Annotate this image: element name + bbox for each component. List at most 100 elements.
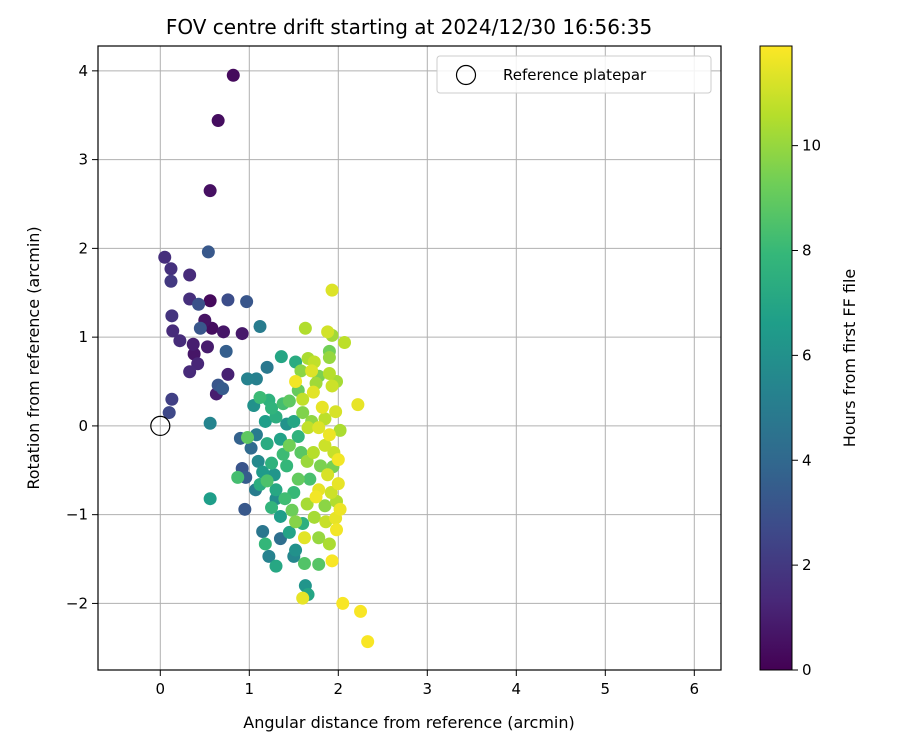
colorbar-tick-label: 4 xyxy=(802,451,812,469)
scatter-point xyxy=(315,400,329,414)
scatter-point xyxy=(309,490,323,504)
x-tick-label: 4 xyxy=(512,680,522,698)
y-tick-label: 2 xyxy=(78,239,88,257)
scatter-point xyxy=(235,327,249,341)
scatter-point xyxy=(291,430,305,444)
scatter-point xyxy=(307,510,321,524)
scatter-point xyxy=(249,372,263,386)
scatter-point xyxy=(291,472,305,486)
scatter-point xyxy=(282,525,296,539)
reference-marker-layer xyxy=(150,415,171,437)
scatter-point xyxy=(318,499,332,513)
scatter-point xyxy=(173,334,187,348)
scatter-point xyxy=(312,531,326,545)
scatter-point xyxy=(244,441,258,455)
x-tick-label: 1 xyxy=(245,680,255,698)
scatter-point xyxy=(203,294,217,308)
colorbar-tick-label: 2 xyxy=(802,556,812,574)
scatter-point xyxy=(282,438,296,452)
colorbar-gradient xyxy=(759,45,793,671)
y-tick-label: −1 xyxy=(66,506,88,524)
scatter-point xyxy=(221,293,235,307)
scatter-point xyxy=(183,268,197,282)
scatter-point xyxy=(216,382,230,396)
scatter-point xyxy=(165,392,179,406)
scatter-point xyxy=(319,515,333,529)
scatter-point xyxy=(306,385,320,399)
data-points xyxy=(158,68,375,649)
scatter-point xyxy=(330,523,344,537)
scatter-point xyxy=(303,472,317,486)
scatter-point xyxy=(312,557,326,571)
colorbar: 0 2 4 6 8 10 Hours from first FF file xyxy=(759,45,859,679)
colorbar-tick-label: 0 xyxy=(802,661,812,679)
scatter-point xyxy=(256,525,270,539)
scatter-point xyxy=(361,635,375,649)
x-tick-label: 2 xyxy=(334,680,344,698)
scatter-point xyxy=(203,492,217,506)
colorbar-tick-label: 8 xyxy=(802,242,812,260)
legend-box xyxy=(436,55,712,94)
scatter-point xyxy=(306,446,320,460)
scatter-point xyxy=(322,428,336,442)
scatter-point xyxy=(166,324,180,338)
scatter-point xyxy=(278,492,292,506)
colorbar-label: Hours from first FF file xyxy=(840,269,859,448)
scatter-point xyxy=(183,365,197,379)
scatter-point xyxy=(325,554,339,568)
scatter-point xyxy=(296,392,310,406)
chart-title: FOV centre drift starting at 2024/12/30 … xyxy=(166,15,652,39)
scatter-point xyxy=(187,347,201,361)
scatter-point xyxy=(329,405,343,419)
scatter-point xyxy=(294,364,308,378)
plot-frame xyxy=(97,45,722,671)
scatter-point xyxy=(273,509,287,523)
x-tick-label: 5 xyxy=(601,680,611,698)
scatter-point xyxy=(201,245,215,259)
scatter-point xyxy=(296,591,310,605)
scatter-point xyxy=(221,367,235,381)
scatter-point xyxy=(321,468,335,482)
scatter-point xyxy=(282,394,296,408)
colorbar-tick-label: 10 xyxy=(802,137,821,155)
scatter-point xyxy=(203,184,217,198)
x-tick-label: 6 xyxy=(690,680,700,698)
scatter-point xyxy=(260,474,274,488)
scatter-point xyxy=(240,295,254,309)
scatter-point xyxy=(164,274,178,288)
scatter-point xyxy=(325,283,339,297)
x-tick-label: 3 xyxy=(423,680,433,698)
scatter-point xyxy=(162,406,176,420)
scatter-point xyxy=(321,325,335,339)
y-tick-label: −2 xyxy=(66,594,88,612)
scatter-point xyxy=(226,68,240,82)
scatter-point xyxy=(305,364,319,378)
scatter-point xyxy=(351,398,365,412)
scatter-point xyxy=(193,321,207,335)
scatter-point xyxy=(289,375,303,389)
y-axis-ticks: −2 −1 0 1 2 3 4 xyxy=(66,62,98,612)
scatter-point xyxy=(297,556,311,570)
scatter-point xyxy=(285,503,299,517)
scatter-point xyxy=(203,416,217,430)
scatter-point xyxy=(265,401,279,415)
scatter-point xyxy=(260,437,274,451)
scatter-point xyxy=(331,453,345,467)
scatter-point xyxy=(289,543,303,557)
scatter-point xyxy=(298,321,312,335)
y-tick-label: 4 xyxy=(78,62,88,80)
scatter-point xyxy=(331,477,345,491)
legend: Reference platepar xyxy=(436,55,712,94)
scatter-point xyxy=(253,319,267,333)
scatter-point xyxy=(231,470,245,484)
scatter-point xyxy=(322,351,336,365)
scatter-point xyxy=(314,459,327,473)
scatter-point xyxy=(269,483,283,497)
scatter-point xyxy=(296,406,310,420)
scatter-point xyxy=(336,596,350,610)
scatter-point xyxy=(186,337,200,351)
scatter-point xyxy=(192,297,206,311)
scatter-point xyxy=(322,367,336,381)
